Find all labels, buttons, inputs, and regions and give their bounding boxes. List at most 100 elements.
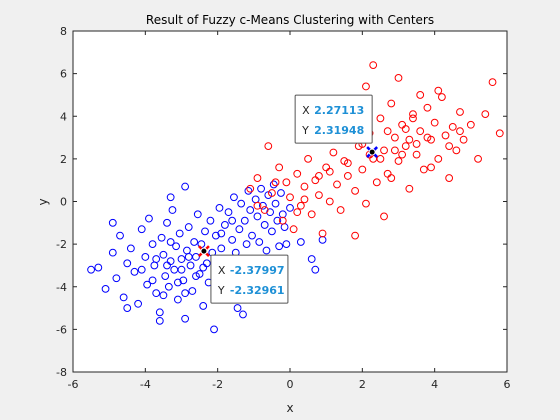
data-point: [137, 225, 146, 234]
x-tick-label: 4: [431, 378, 438, 391]
data-point: [441, 131, 450, 140]
x-tick-label: 6: [504, 378, 511, 391]
y-axis-label: y: [36, 198, 50, 205]
data-point: [237, 199, 246, 208]
x-tick-label: -4: [140, 378, 151, 391]
data-point: [130, 267, 139, 276]
y-tick-label: -6: [56, 323, 67, 336]
data-point: [466, 120, 475, 129]
data-point: [230, 193, 238, 202]
data-point: [452, 146, 461, 155]
data-point: [246, 184, 255, 193]
data-point: [286, 193, 294, 202]
data-point: [387, 99, 396, 108]
data-point: [307, 210, 316, 219]
data-point: [101, 284, 110, 293]
data-point: [401, 142, 410, 150]
data-point: [390, 146, 399, 155]
data-point: [405, 135, 414, 144]
data-point: [376, 154, 385, 163]
data-point: [362, 199, 370, 208]
data-point: [401, 125, 410, 133]
data-point: [273, 216, 282, 225]
data-point: [434, 154, 443, 163]
data-tip-x-value: 2.27113: [314, 104, 364, 117]
data-point: [416, 127, 425, 136]
data-tip-box: [294, 94, 373, 144]
data-point: [116, 231, 124, 240]
chart-title: Result of Fuzzy c-Means Clustering with …: [146, 13, 434, 27]
data-point: [300, 182, 309, 191]
data-point: [474, 154, 482, 163]
y-tick-label: 4: [60, 110, 67, 123]
data-point: [438, 93, 446, 101]
data-point: [199, 302, 208, 310]
data-point: [412, 140, 421, 148]
data-point: [262, 246, 271, 255]
data-point: [108, 248, 117, 257]
data-point: [159, 291, 168, 300]
data-point: [257, 184, 265, 193]
data-point: [168, 206, 177, 214]
data-point: [387, 174, 396, 182]
data-point: [343, 159, 352, 168]
data-point: [173, 295, 182, 304]
data-point: [224, 208, 233, 217]
data-point: [315, 191, 323, 200]
data-point: [383, 127, 392, 136]
data-point: [123, 259, 132, 268]
axes-background: [73, 31, 507, 372]
data-point: [325, 167, 334, 176]
data-point: [286, 203, 294, 212]
data-point: [434, 86, 443, 95]
data-point: [271, 178, 280, 187]
data-point: [155, 308, 164, 317]
data-point: [488, 78, 497, 87]
data-point: [430, 118, 439, 127]
data-point: [233, 304, 242, 312]
data-point: [206, 216, 215, 225]
data-point: [278, 216, 287, 225]
data-point: [423, 103, 432, 112]
x-tick-label: 0: [287, 378, 294, 391]
data-point: [155, 316, 164, 325]
x-tick-label: 2: [359, 378, 366, 391]
data-point: [304, 154, 312, 163]
data-point: [239, 310, 247, 319]
data-tip-y-key: Y: [217, 284, 225, 297]
y-tick-label: 6: [60, 68, 67, 81]
data-point: [409, 110, 417, 119]
data-point: [315, 172, 323, 180]
data-point: [445, 174, 454, 182]
data-point: [282, 240, 291, 249]
data-point: [253, 174, 262, 182]
data-point: [141, 253, 150, 261]
data-point: [275, 242, 284, 251]
y-tick-label: -8: [56, 366, 67, 379]
data-point: [217, 229, 226, 238]
data-point: [248, 231, 256, 240]
data-point: [181, 314, 190, 323]
data-point: [221, 221, 229, 229]
data-point: [416, 91, 425, 99]
data-point: [351, 231, 360, 240]
data-point: [177, 265, 186, 274]
data-tip-y-key: Y: [301, 124, 309, 137]
data-point: [390, 133, 399, 142]
data-point: [166, 193, 175, 202]
data-point: [459, 135, 468, 144]
data-point: [419, 165, 428, 174]
data-tip: X -2.37997 Y -2.32961: [200, 247, 289, 304]
data-point: [175, 229, 184, 238]
data-point: [495, 129, 504, 138]
data-tip: X 2.27113 Y 2.31948: [294, 94, 376, 156]
data-point: [293, 208, 302, 217]
data-point: [343, 172, 352, 180]
data-point: [253, 212, 262, 221]
data-point: [282, 178, 291, 187]
data-point: [163, 261, 171, 270]
data-point: [181, 182, 190, 191]
data-point: [358, 165, 367, 174]
data-point: [271, 199, 280, 208]
